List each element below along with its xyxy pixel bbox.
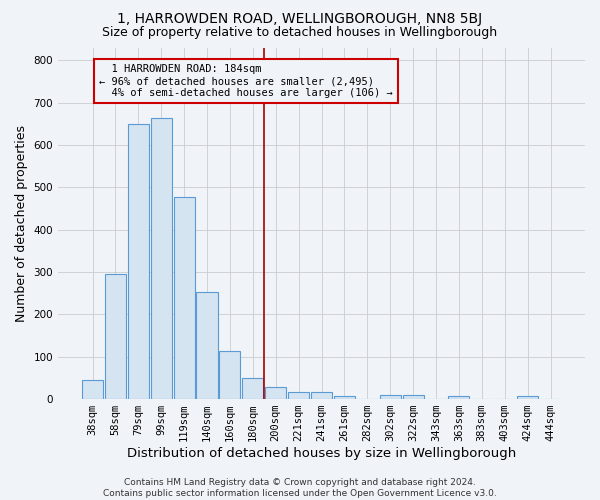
Text: 1, HARROWDEN ROAD, WELLINGBOROUGH, NN8 5BJ: 1, HARROWDEN ROAD, WELLINGBOROUGH, NN8 5… bbox=[118, 12, 482, 26]
Bar bbox=[196, 292, 218, 399]
Bar bbox=[105, 274, 126, 399]
Text: 1 HARROWDEN ROAD: 184sqm
← 96% of detached houses are smaller (2,495)
  4% of se: 1 HARROWDEN ROAD: 184sqm ← 96% of detach… bbox=[100, 64, 393, 98]
Y-axis label: Number of detached properties: Number of detached properties bbox=[15, 125, 28, 322]
X-axis label: Distribution of detached houses by size in Wellingborough: Distribution of detached houses by size … bbox=[127, 447, 516, 460]
Bar bbox=[265, 387, 286, 399]
Text: Contains HM Land Registry data © Crown copyright and database right 2024.
Contai: Contains HM Land Registry data © Crown c… bbox=[103, 478, 497, 498]
Bar bbox=[380, 395, 401, 399]
Bar bbox=[403, 396, 424, 399]
Text: Size of property relative to detached houses in Wellingborough: Size of property relative to detached ho… bbox=[103, 26, 497, 39]
Bar bbox=[173, 196, 194, 399]
Bar bbox=[128, 124, 149, 399]
Bar bbox=[517, 396, 538, 399]
Bar bbox=[311, 392, 332, 399]
Bar bbox=[288, 392, 309, 399]
Bar bbox=[82, 380, 103, 399]
Bar bbox=[448, 396, 469, 399]
Bar bbox=[242, 378, 263, 399]
Bar bbox=[220, 351, 241, 399]
Bar bbox=[334, 396, 355, 399]
Bar bbox=[151, 118, 172, 399]
